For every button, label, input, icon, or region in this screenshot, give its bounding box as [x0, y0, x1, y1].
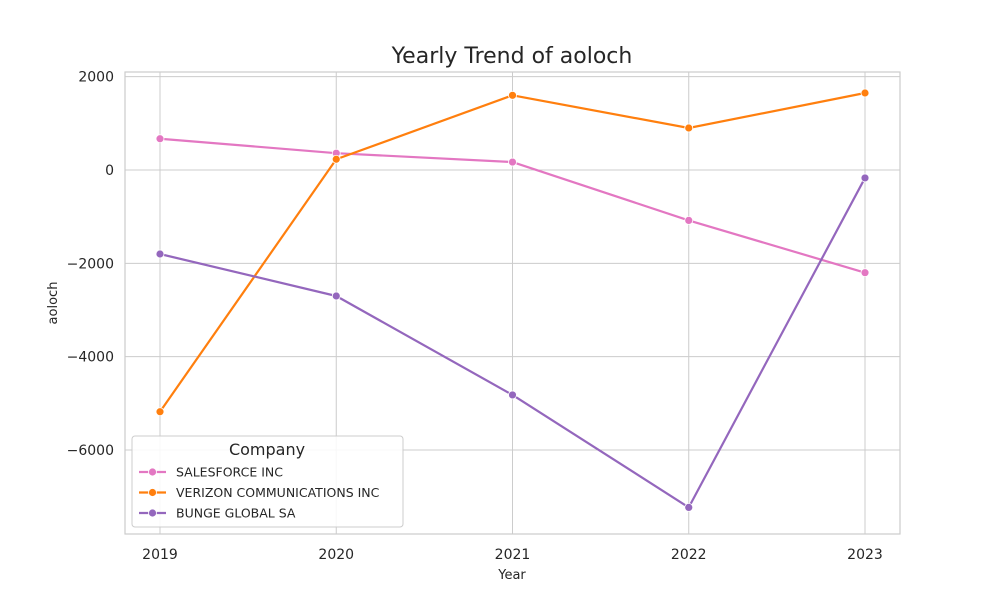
plot-frame: [124, 71, 901, 535]
data-point-verizon-communications-inc: [331, 154, 341, 164]
x-tick-label: 2019: [142, 547, 178, 563]
legend-entry-label: SALESFORCE INC: [176, 465, 283, 480]
x-axis-label: Year: [497, 568, 526, 583]
x-tick-label: 2020: [318, 547, 354, 563]
y-tick-label: 0: [105, 163, 114, 179]
data-point-salesforce-inc: [684, 215, 694, 225]
data-point-verizon-communications-inc: [684, 123, 694, 133]
data-point-bunge-global-sa: [155, 249, 165, 259]
data-point-salesforce-inc: [155, 134, 165, 144]
x-axis: 2019 2020 2021 2022 2023: [142, 547, 883, 563]
y-tick-label: −6000: [67, 443, 114, 459]
y-axis: 2000 0 −2000 −4000 −6000: [67, 70, 114, 459]
x-tick-label: 2021: [495, 547, 531, 563]
data-point-bunge-global-sa: [331, 291, 341, 301]
legend-box: [131, 435, 404, 528]
y-tick-label: 2000: [78, 70, 114, 86]
legend-entry-label: BUNGE GLOBAL SA: [176, 506, 296, 521]
data-point-bunge-global-sa: [684, 502, 694, 512]
legend: Company SALESFORCE INC VERIZON COMMUNICAT…: [131, 435, 404, 528]
legend-entry-label: VERIZON COMMUNICATIONS INC: [176, 485, 380, 500]
data-point-verizon-communications-inc: [508, 90, 517, 100]
data-point-verizon-communications-inc: [860, 88, 870, 98]
chart-title: Yearly Trend of aoloch: [391, 44, 633, 69]
data-point-bunge-global-sa: [508, 390, 517, 400]
x-tick-label: 2023: [847, 547, 883, 563]
y-tick-label: −2000: [67, 256, 114, 272]
data-point-salesforce-inc: [860, 268, 870, 278]
y-tick-label: −4000: [67, 350, 114, 366]
legend-items: SALESFORCE INC VERIZON COMMUNICATIONS INC…: [139, 465, 380, 521]
y-axis-label: aoloch: [46, 282, 61, 325]
legend-marker: [148, 467, 157, 477]
data-point-salesforce-inc: [508, 157, 517, 167]
data-point-bunge-global-sa: [860, 173, 870, 183]
data-point-verizon-communications-inc: [155, 407, 165, 417]
legend-title: Company: [229, 440, 305, 459]
series-group: [155, 88, 870, 512]
legend-marker: [148, 488, 157, 497]
x-tick-label: 2022: [671, 547, 707, 563]
legend-marker: [148, 508, 157, 518]
